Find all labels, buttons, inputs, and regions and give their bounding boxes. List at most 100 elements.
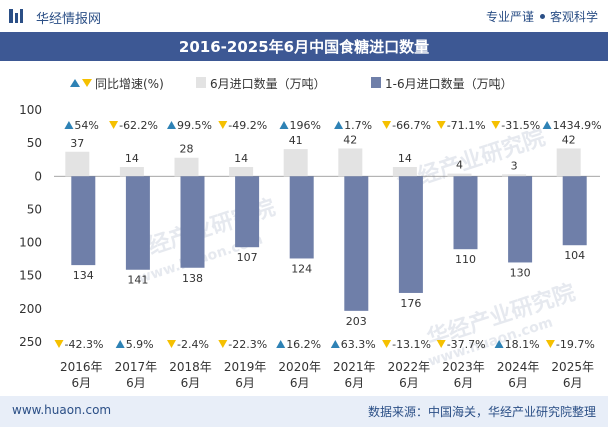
tagline: 专业严谨 客观科学 — [486, 8, 598, 25]
growth-rate-label: 18.1% — [505, 338, 540, 351]
cumulative-growth: 16.2% — [276, 338, 321, 351]
down-arrow-icon — [436, 340, 446, 348]
legend-cumulative-swatch — [371, 77, 381, 88]
y-tick-label: 0 — [34, 169, 42, 183]
cumulative-bar — [289, 176, 314, 259]
up-arrow-icon — [64, 121, 74, 129]
june-value-label: 14 — [398, 152, 412, 165]
june-bar — [556, 148, 581, 177]
footer-bar: www.huaon.com 数据来源：中国海关，华经产业研究院整理 — [0, 396, 608, 427]
cumulative-growth: -22.3% — [218, 338, 267, 351]
cumulative-growth: -19.7% — [545, 338, 595, 351]
cumulative-bar — [453, 176, 478, 250]
june-growth: 1.7% — [334, 119, 372, 132]
x-axis: 2016年 6月 2017年 6月 2018年 6月 2019年 6月 2020年 6月 2021年… — [60, 360, 594, 390]
down-arrow-icon — [545, 340, 555, 348]
top-header: 华经情报网 专业严谨 客观科学 — [0, 0, 608, 32]
growth-rate-label: -13.1% — [392, 338, 431, 351]
footer-source: 数据来源：中国海关，华经产业研究院整理 — [367, 405, 596, 419]
june-value-label: 41 — [289, 134, 303, 147]
cumulative-bars — [71, 176, 587, 311]
title-bar: 2016-2025年6月中国食糖进口数量 — [0, 32, 608, 61]
down-arrow-icon — [109, 121, 119, 129]
growth-rate-label: -22.3% — [228, 338, 267, 351]
down-arrow-icon — [491, 121, 501, 129]
june-growth: -66.7% — [382, 119, 431, 132]
cumulative-value-label: 138 — [182, 272, 203, 285]
june-bar — [338, 148, 363, 177]
cumulative-value-label: 203 — [346, 315, 367, 328]
growth-rate-label: -66.7% — [392, 119, 431, 132]
legend-up-arrow-icon — [70, 79, 80, 87]
june-value-label: 37 — [70, 137, 84, 150]
y-tick-label: 100 — [19, 236, 42, 250]
june-value-label: 42 — [562, 133, 576, 146]
cumulative-growth: -13.1% — [382, 338, 431, 351]
down-arrow-icon — [382, 340, 392, 348]
june-growth: -71.1% — [436, 119, 486, 132]
separator-dot-icon — [539, 14, 545, 19]
june-bar — [119, 167, 144, 177]
legend-cumulative-label: 1-6月进口数量（万吨） — [385, 76, 513, 91]
y-tick-label: 50 — [27, 136, 42, 150]
y-tick-label: 50 — [27, 202, 42, 216]
legend-growth-label: 同比增速(%) — [95, 77, 164, 91]
x-tick-label: 2021年 6月 — [333, 360, 376, 390]
x-tick-label: 2017年 6月 — [115, 360, 158, 390]
growth-rate-label: -49.2% — [228, 119, 267, 132]
logo-icon — [9, 9, 23, 23]
up-arrow-icon — [115, 340, 125, 348]
june-value-label: 3 — [511, 159, 518, 172]
cumulative-growth: 18.1% — [494, 338, 540, 351]
y-tick-label: 150 — [19, 269, 42, 283]
cumulative-bar — [562, 176, 587, 246]
legend-june-swatch — [196, 77, 206, 88]
growth-rate-label: 1.7% — [344, 119, 372, 132]
y-tick-label: 250 — [19, 335, 42, 349]
june-value-label: 14 — [234, 152, 248, 165]
cumulative-bar — [180, 176, 205, 268]
june-growth: -62.2% — [109, 119, 158, 132]
june-bar — [65, 151, 90, 177]
cumulative-growth: -2.4% — [167, 338, 209, 351]
growth-rate-label: -2.4% — [177, 338, 209, 351]
up-arrow-icon — [330, 340, 340, 348]
cumulative-bar — [398, 176, 423, 293]
down-arrow-icon — [382, 121, 392, 129]
chart: 华经产业研究院华经产业研究院华经产业研究院www.huaon.comwww.hu… — [19, 76, 601, 390]
growth-rate-label: -19.7% — [556, 338, 595, 351]
june-value-label: 14 — [125, 152, 139, 165]
cumulative-value-label: 176 — [400, 297, 421, 310]
chart-title: 2016-2025年6月中国食糖进口数量 — [178, 38, 430, 56]
cumulative-value-label: 124 — [291, 262, 312, 275]
growth-rate-label: -37.7% — [447, 338, 486, 351]
june-value-label: 42 — [343, 133, 357, 146]
cumulative-value-label: 130 — [510, 266, 531, 279]
down-arrow-icon — [218, 121, 228, 129]
up-arrow-icon — [167, 121, 176, 129]
cumulative-bar — [71, 176, 96, 266]
y-axis: 100 50 0 50 100 150 200 250 — [19, 103, 600, 349]
x-tick-label: 2023年 6月 — [442, 360, 485, 390]
cumulative-growth: -37.7% — [436, 338, 486, 351]
cumulative-growth: 5.9% — [115, 338, 154, 351]
down-arrow-icon — [167, 340, 176, 348]
tagline-right: 客观科学 — [549, 10, 598, 24]
site-name: 华经情报网 — [36, 12, 102, 27]
cumulative-value-label: 104 — [564, 249, 585, 262]
growth-rate-label: -62.2% — [119, 119, 158, 132]
up-arrow-icon — [276, 340, 286, 348]
growth-rate-label: -42.3% — [65, 338, 104, 351]
down-arrow-icon — [436, 121, 446, 129]
growth-rate-label: -31.5% — [501, 119, 540, 132]
june-growth: 99.5% — [167, 119, 212, 132]
june-growth: -31.5% — [491, 119, 540, 132]
legend-down-arrow-icon — [82, 79, 92, 87]
down-arrow-icon — [54, 340, 64, 348]
up-arrow-icon — [542, 121, 552, 129]
june-bars — [65, 148, 581, 177]
cumulative-growth: -42.3% — [54, 338, 104, 351]
growth-rate-label: 99.5% — [177, 119, 212, 132]
cumulative-bar — [235, 176, 260, 248]
june-value-label: 28 — [180, 143, 194, 156]
